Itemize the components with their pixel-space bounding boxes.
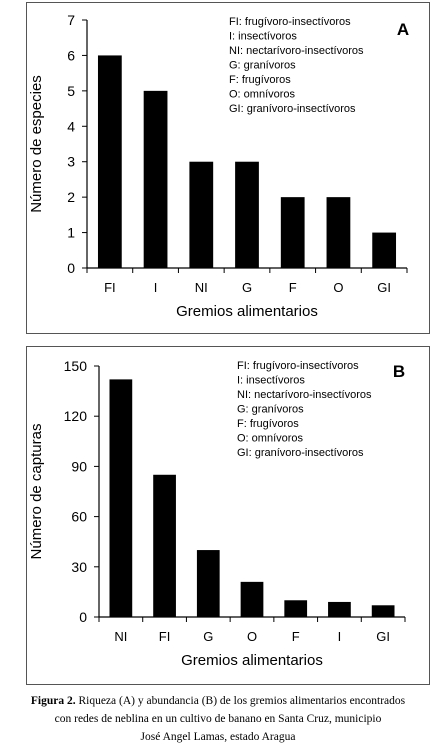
chart-b-bar-ni (109, 379, 133, 617)
chart-b-x-tick-label: NI (114, 629, 127, 644)
chart-a-bar-ni (189, 161, 214, 268)
chart-b-bar-o (240, 581, 264, 617)
chart-b-y-axis-title: Número de capturas (28, 424, 45, 560)
chart-a-legend-item: F: frugívoros (229, 74, 291, 86)
chart-a-x-tick-label: FI (104, 280, 116, 295)
chart-b-y-tick-label: 30 (71, 559, 87, 575)
chart-a-y-tick-label: 4 (67, 118, 75, 134)
chart-a-x-tick-label: O (333, 280, 343, 295)
chart-b-legend-item: GI: granívoro-insectívoros (237, 447, 364, 459)
chart-b-legend-item: F: frugívoros (237, 418, 299, 430)
chart-b-legend-item: G: granívoros (237, 404, 304, 416)
chart-a-x-tick-label: I (154, 280, 158, 295)
chart-a-svg: 0 1 2 3 4 5 6 7 FI I NI G F O GI Gremios alimentarios Nú… (28, 12, 409, 320)
chart-a-legend-item: I: insectívoros (229, 31, 297, 43)
chart-b-bar-g (196, 550, 220, 617)
chart-a-y-tick-label: 2 (67, 189, 75, 205)
chart-b-legend-item: FI: frugívoro-insectívoros (237, 360, 359, 372)
chart-b-bar-f (284, 600, 308, 617)
chart-b-y-tick-label: 0 (79, 609, 87, 625)
chart-a-y-tick-label: 6 (67, 47, 75, 63)
chart-a-x-tick-label: F (289, 280, 297, 295)
chart-a-legend-item: O: omnívoros (229, 89, 296, 101)
chart-b-bar-fi (153, 474, 176, 617)
chart-b-x-tick-label: O (247, 629, 257, 644)
chart-a-y-axis-title: Número de especies (28, 75, 45, 213)
chart-b-y-tick-label: 150 (64, 358, 88, 374)
chart-b-x-tick-label: I (338, 629, 342, 644)
chart-a-panel-label: A (397, 20, 409, 39)
chart-a-legend-item: NI: nectarívoro-insectívoros (229, 45, 364, 57)
chart-a-y-tick-label: 3 (67, 154, 75, 170)
chart-b-y-tick-label: 120 (64, 408, 88, 424)
chart-b-bar-gi (371, 605, 395, 617)
chart-a-legend-item: FI: frugívoro-insectívoros (229, 16, 351, 28)
chart-b-x-tick-label: F (292, 629, 300, 644)
chart-b-panel-label: B (393, 362, 405, 381)
chart-b-x-tick-label: G (203, 629, 213, 644)
chart-panel-b: 0 30 60 90 120 150 NI FI G O F I GI Gremios alimentar… (26, 346, 430, 685)
chart-a-x-tick-label: GI (377, 280, 391, 295)
chart-a-y-tick-label: 7 (67, 12, 75, 28)
chart-a-bar-g (235, 161, 259, 268)
chart-b-legend-item: NI: nectarívoro-insectívoros (237, 389, 372, 401)
chart-b-x-tick-label: FI (159, 629, 171, 644)
chart-b-x-axis-title: Gremios alimentarios (181, 652, 323, 669)
chart-b-legend-item: O: omnívoros (237, 433, 304, 445)
chart-a-legend-item: GI: granívoro-insectívoros (229, 103, 356, 115)
chart-a-legend-item: G: granívoros (229, 60, 296, 72)
caption-line-1: Riqueza (A) y abundancia (B) de los grem… (78, 695, 406, 707)
chart-a-bar-gi (372, 232, 397, 268)
chart-panel-a: 0 1 2 3 4 5 6 7 FI I NI G F O GI Gremios alimentarios Nú… (26, 2, 430, 334)
chart-a-bar-o (326, 197, 351, 268)
chart-a-x-tick-label: G (242, 280, 252, 295)
chart-b-y-tick-label: 90 (71, 458, 87, 474)
chart-a-bar-fi (97, 55, 122, 268)
figure-caption: Figura 2. Riqueza (A) y abundancia (B) d… (0, 692, 436, 746)
chart-a-x-axis-title: Gremios alimentarios (176, 303, 318, 320)
chart-b-bar-i (328, 601, 351, 617)
chart-a-x-tick-label: NI (195, 280, 208, 295)
chart-b-y-tick-label: 60 (71, 509, 87, 525)
chart-a-y-tick-label: 1 (67, 225, 75, 241)
chart-a-bar-f (280, 197, 305, 268)
chart-b-legend-item: I: insectívoros (237, 375, 305, 387)
caption-label: Figura 2. (30, 695, 76, 707)
chart-a-bar-i (143, 90, 168, 268)
chart-a-y-tick-label: 0 (67, 260, 75, 276)
caption-line-2: con redes de neblina en un cultivo de ba… (54, 713, 382, 725)
chart-a-y-tick-label: 5 (67, 83, 75, 99)
caption-line-3: José Angel Lamas, estado Aragua (140, 731, 296, 743)
chart-b-x-tick-label: GI (376, 629, 390, 644)
